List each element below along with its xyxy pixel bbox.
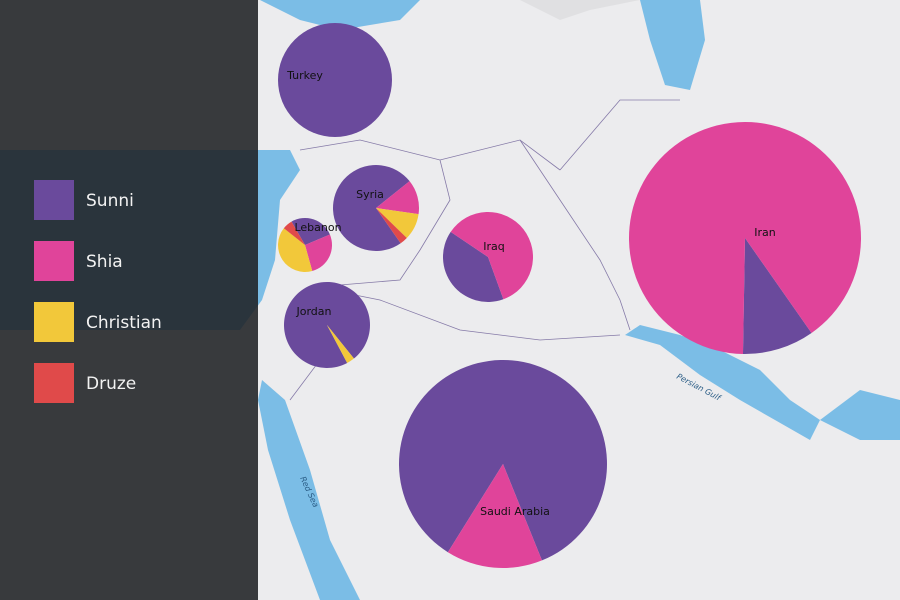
- legend-swatch: [34, 363, 74, 403]
- pie-slice: [291, 217, 330, 245]
- pie-slice: [376, 208, 407, 244]
- pie-slice: [450, 211, 533, 300]
- pie-slice: [277, 228, 313, 273]
- legend-label: Sunni: [86, 191, 134, 211]
- borders: [289, 99, 680, 401]
- pie-layer: Turkey Syria Lebanon Iraq Jordan Iran Saudi Ar…: [277, 23, 861, 568]
- pie-slice: [284, 281, 371, 368]
- caspian-sea: [640, 0, 705, 90]
- legend-label: Druze: [86, 374, 136, 394]
- persian-gulf: [625, 325, 820, 440]
- country-label: Syria: [356, 188, 384, 201]
- black-sea: [0, 0, 420, 30]
- pie-slice: [305, 234, 332, 272]
- pie-slice: [628, 121, 861, 354]
- red-sea: [258, 380, 360, 600]
- pie-slice: [376, 208, 419, 238]
- legend-swatch: [34, 302, 74, 342]
- pie-slice: [333, 165, 410, 252]
- legend-label: Christian: [86, 313, 162, 333]
- pie-slice: [327, 325, 354, 363]
- pie-slice: [376, 181, 419, 215]
- country-label: Iraq: [483, 240, 505, 253]
- legend-swatch: [34, 180, 74, 220]
- pie-slice: [278, 23, 392, 137]
- gulf-of-oman: [820, 390, 900, 440]
- legend-label: Shia: [86, 252, 123, 272]
- country-label: Saudi Arabia: [480, 505, 550, 518]
- pie-slice: [443, 231, 504, 302]
- country-label: Lebanon: [294, 221, 341, 234]
- legend: Sunni Shia Christian Druze: [34, 180, 162, 403]
- pie-slice: [398, 360, 607, 561]
- legend-panel: [0, 0, 258, 600]
- legend-swatch: [34, 241, 74, 281]
- pie-slice: [742, 238, 812, 354]
- country-label: Turkey: [286, 69, 323, 82]
- pie-slice: [283, 221, 305, 245]
- country-label: Jordan: [296, 305, 332, 318]
- land-shade: [480, 0, 640, 20]
- country-label: Iran: [754, 226, 776, 239]
- pie-slice: [447, 464, 542, 568]
